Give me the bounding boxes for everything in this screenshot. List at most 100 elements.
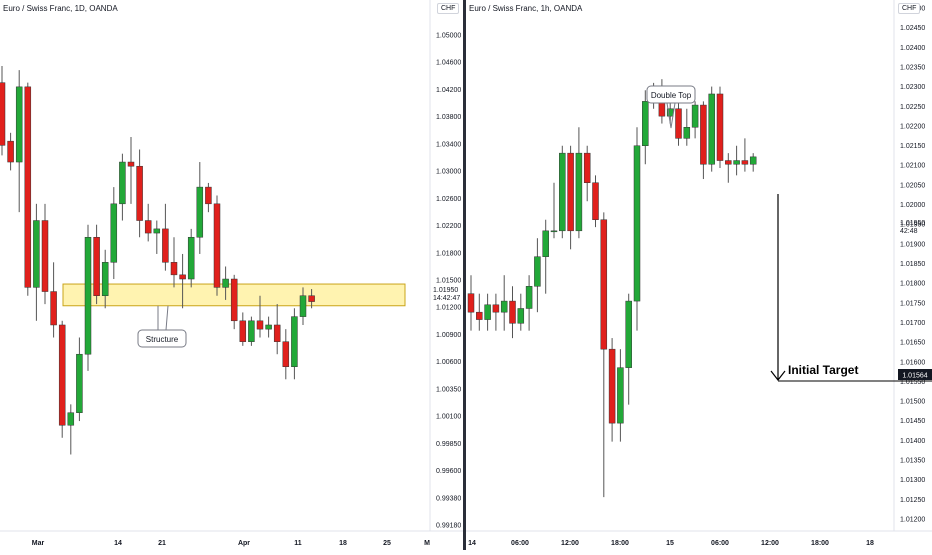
candles	[0, 65, 315, 455]
hourly-candlestick-chart[interactable]: 1.025001.024501.024001.023501.023001.022…	[466, 0, 932, 550]
candle	[222, 266, 229, 300]
double-top-label: Double Top	[651, 91, 692, 100]
candle	[708, 86, 715, 172]
candle	[144, 203, 152, 242]
chart-axes: 1.025001.024501.024001.023501.023001.022…	[466, 0, 932, 547]
candle-body	[76, 353, 83, 413]
candle-body	[608, 348, 616, 424]
y-tick-label: 1.04200	[436, 87, 461, 94]
candle	[282, 329, 290, 380]
candle	[265, 316, 272, 338]
y-tick-label: 1.01800	[436, 250, 461, 257]
price-tag: 1.01950 14:42:47	[433, 287, 460, 302]
y-tick-label: 1.00600	[436, 359, 461, 366]
y-tick-label: 1.01450	[900, 418, 925, 425]
candle	[550, 182, 558, 239]
candle-body	[248, 320, 255, 342]
candle	[592, 175, 599, 228]
candle-body	[525, 286, 533, 309]
initial-target: Initial Target 1.01564	[770, 194, 932, 382]
candle	[248, 316, 255, 346]
x-tick-label: 12:00	[761, 540, 779, 547]
double-top-label-box	[646, 85, 696, 104]
candle	[675, 101, 682, 146]
target-arrow-head	[770, 370, 786, 381]
daily-candlestick-chart[interactable]: 1.05000 1.04600 1.04200 1.03800 1.03400 1.030…	[0, 0, 463, 550]
x-tick-label: 18	[339, 540, 347, 547]
candle-body	[600, 219, 608, 350]
y-tick-label: 1.02100	[900, 163, 925, 170]
candle-body	[136, 165, 143, 221]
candle-body	[492, 304, 500, 313]
y-tick-label: 1.03000	[436, 169, 461, 176]
candle	[170, 237, 178, 288]
y-tick-label: 1.01200	[900, 517, 925, 524]
candle-body	[144, 220, 152, 234]
hourly-chart-pane[interactable]: Euro / Swiss Franc, 1h, OANDA CHF 1.0250…	[466, 0, 932, 550]
x-tick-label: 12:00	[561, 540, 579, 547]
candle	[67, 404, 75, 455]
candle	[179, 253, 186, 309]
daily-chart-pane[interactable]: Euro / Swiss Franc, 1D, OANDA CHF 1.0500…	[0, 0, 463, 550]
candle-body	[625, 300, 632, 368]
candle-body	[101, 262, 109, 296]
candle	[76, 337, 83, 422]
candle	[683, 108, 691, 146]
candle	[136, 149, 143, 238]
candle-body	[162, 228, 169, 263]
candle-body	[700, 104, 707, 165]
y-tick-label: 1.01850	[900, 261, 925, 268]
candle-body	[58, 324, 66, 426]
candle-body	[153, 228, 161, 234]
y-tick-label: 1.02200	[436, 223, 461, 230]
y-tick-label: 1.00100	[436, 414, 461, 421]
candle-body	[119, 161, 126, 205]
candle	[153, 220, 161, 254]
candle-body	[592, 182, 599, 220]
candle	[119, 153, 126, 221]
candle	[559, 145, 566, 239]
candle-body	[179, 274, 186, 280]
candle-body	[741, 160, 749, 165]
candle-body	[691, 104, 699, 128]
candle	[213, 195, 221, 296]
candle	[110, 187, 118, 280]
candle	[273, 304, 281, 355]
candle	[476, 293, 483, 331]
y-tick-label: 1.01650	[900, 340, 925, 347]
candle	[84, 224, 92, 371]
y-tick-label: 1.02600	[436, 196, 461, 203]
candle	[58, 320, 66, 438]
candle-body	[476, 311, 483, 320]
y-tick-label: 1.03800	[436, 114, 461, 121]
y-tick-label: 1.02000	[900, 202, 925, 209]
candle	[187, 228, 195, 288]
double-top-callout: Double Top	[646, 85, 696, 129]
y-tick-label: 1.01400	[900, 438, 925, 445]
candle-body	[256, 320, 264, 330]
candle	[625, 293, 632, 405]
candles	[467, 79, 757, 498]
candle	[633, 127, 641, 331]
candle-body	[484, 304, 491, 320]
chart-title: Euro / Swiss Franc, 1h, OANDA	[469, 4, 583, 13]
y-tick-label: 1.01550	[900, 379, 925, 386]
candle-body	[84, 236, 92, 355]
candle-body	[716, 93, 724, 161]
candle	[525, 275, 533, 331]
candle-body	[41, 220, 49, 292]
candle	[33, 203, 40, 321]
candle	[583, 145, 591, 202]
candle	[205, 182, 212, 213]
candle	[700, 101, 707, 180]
candle-body	[196, 186, 204, 238]
candle	[500, 275, 508, 331]
pane-divider[interactable]	[463, 0, 466, 550]
y-tick-label: 0.99600	[436, 468, 461, 475]
y-tick-label: 1.02200	[900, 123, 925, 130]
currency-badge[interactable]: CHF	[437, 3, 460, 14]
y-tick-label: 1.01500	[900, 399, 925, 406]
currency-badge[interactable]: CHF	[898, 3, 921, 14]
y-tick-label: 1.01350	[900, 458, 925, 465]
y-tick-label: 1.02250	[900, 104, 925, 111]
